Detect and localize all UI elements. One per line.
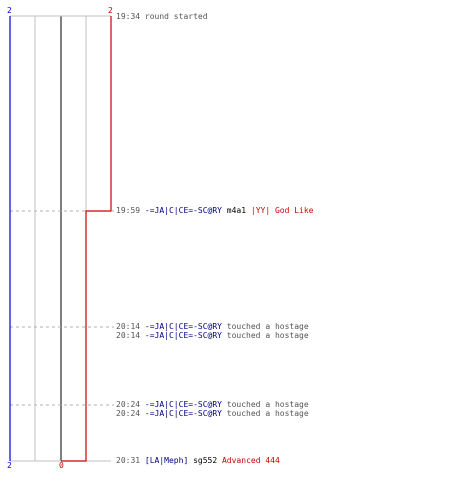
player-name: -=JA|C|CE=-SC@RY xyxy=(144,400,222,409)
event-text: Advanced 444 xyxy=(221,456,280,465)
event-time: 20:31 xyxy=(116,456,145,465)
event-text: sg552 xyxy=(188,456,222,465)
player-name: -=JA|C|CE=-SC@RY xyxy=(144,331,222,340)
event-time: 20:14 xyxy=(116,331,145,340)
event-row: 20:24 -=JA|C|CE=-SC@RY touched a hostage xyxy=(116,400,309,409)
event-row: 20:14 -=JA|C|CE=-SC@RY touched a hostage xyxy=(116,331,309,340)
player-name: -=JA|C|CE=-SC@RY xyxy=(144,206,222,215)
event-text: touched a hostage xyxy=(221,331,309,340)
event-time: 20:14 xyxy=(116,322,145,331)
event-time: 19:59 xyxy=(116,206,145,215)
player-name: -=JA|C|CE=-SC@RY xyxy=(144,409,222,418)
team-red-line xyxy=(61,16,112,462)
event-text: |YY| God Like xyxy=(250,206,314,215)
score-label-blue-top: 2 xyxy=(7,6,12,15)
event-row: 20:14 -=JA|C|CE=-SC@RY touched a hostage xyxy=(116,322,309,331)
event-text: touched a hostage xyxy=(221,322,309,331)
event-row: 19:34 round started xyxy=(116,12,208,21)
event-row: 19:59 -=JA|C|CE=-SC@RY m4a1 |YY| God Lik… xyxy=(116,206,314,215)
score-label-red-top: 2 xyxy=(108,6,113,15)
score-label-blue-bottom: 2 xyxy=(7,461,12,470)
event-row: 20:31 [LA|Meph] sg552 Advanced 444 xyxy=(116,456,280,465)
event-text: round started xyxy=(144,12,208,21)
event-time: 20:24 xyxy=(116,400,145,409)
player-name: [LA|Meph] xyxy=(144,456,189,465)
event-text: touched a hostage xyxy=(221,409,309,418)
event-text: m4a1 xyxy=(221,206,251,215)
event-time: 20:24 xyxy=(116,409,145,418)
event-row: 20:24 -=JA|C|CE=-SC@RY touched a hostage xyxy=(116,409,309,418)
event-text: touched a hostage xyxy=(221,400,309,409)
score-label-red-bottom: 0 xyxy=(59,461,64,470)
event-time: 19:34 xyxy=(116,12,145,21)
player-name: -=JA|C|CE=-SC@RY xyxy=(144,322,222,331)
